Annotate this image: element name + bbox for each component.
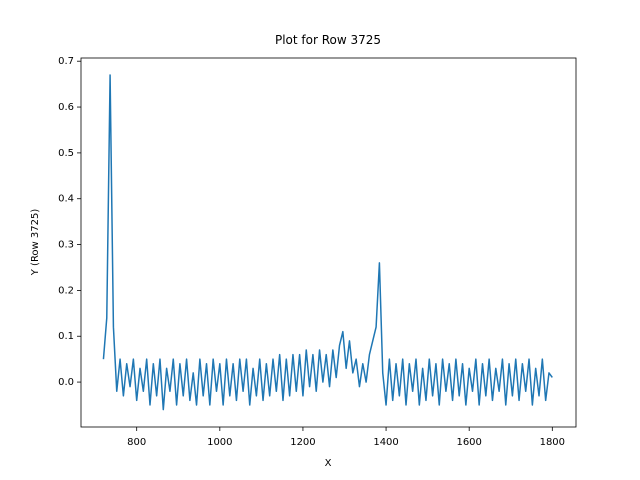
y-tick-label: 0.2 xyxy=(58,285,74,296)
x-tick-label: 800 xyxy=(127,437,146,448)
y-tick-label: 0.6 xyxy=(58,102,74,113)
plot-frame xyxy=(80,57,577,428)
x-tick-label: 1200 xyxy=(290,437,315,448)
y-tick-label: 0.1 xyxy=(58,331,74,342)
chart-title: Plot for Row 3725 xyxy=(275,33,381,47)
y-axis-label: Y (Row 3725) xyxy=(30,209,41,277)
y-tick-label: 0.4 xyxy=(58,194,74,205)
x-tick-label: 1600 xyxy=(456,437,481,448)
y-tick-label: 0.3 xyxy=(58,240,74,251)
x-tick-label: 1000 xyxy=(207,437,232,448)
y-tick-label: 0.0 xyxy=(58,377,74,388)
x-axis-label: X xyxy=(325,458,332,469)
data-line xyxy=(102,74,553,411)
y-tick-label: 0.7 xyxy=(58,56,74,67)
x-tick-label: 1400 xyxy=(373,437,398,448)
y-tick-label: 0.5 xyxy=(58,148,74,159)
x-tick-label: 1800 xyxy=(540,437,565,448)
